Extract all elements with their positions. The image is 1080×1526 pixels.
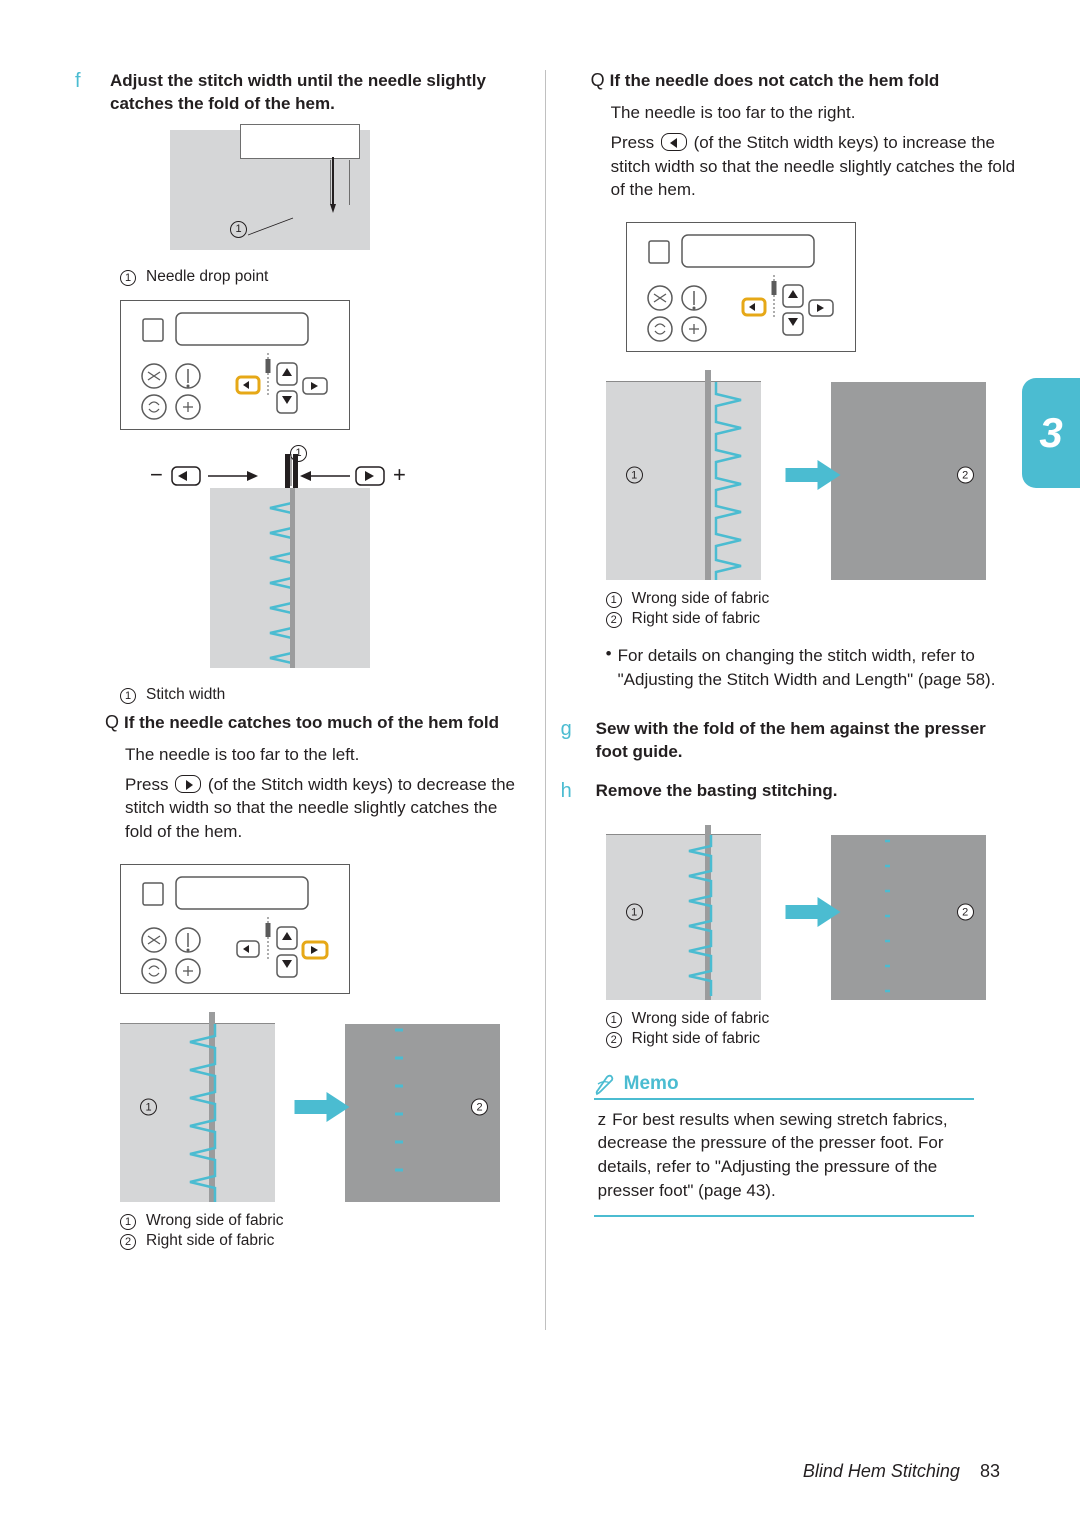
caption-needle-drop: 1 Needle drop point — [120, 268, 525, 286]
bullet-icon: • — [606, 644, 612, 692]
footer-page: 83 — [980, 1461, 1000, 1481]
figure-needle-drop: 1 — [170, 130, 525, 250]
memo-body: zFor best results when sewing stretch fa… — [594, 1100, 974, 1217]
step-h-text: Remove the basting stitching. — [596, 780, 1020, 803]
chapter-number: 3 — [1039, 409, 1062, 457]
arrow-icon — [785, 460, 840, 490]
qa-prefix: Q — [105, 712, 119, 735]
caption-wrong-side-r2: 1 Wrong side of fabric — [606, 1010, 1020, 1028]
arrow-icon — [785, 897, 840, 927]
chapter-tab: 3 — [1022, 378, 1080, 488]
step-marker-f: f — [75, 70, 81, 93]
qa-not-catch: Q If the needle does not catch the hem f… — [566, 70, 1020, 93]
bullet-details: • For details on changing the stitch wid… — [606, 644, 1020, 692]
arrow-icon — [295, 1092, 350, 1122]
qa2-line2: Press (of the Stitch width keys) to incr… — [611, 131, 1020, 202]
figure-lcd-panel — [120, 300, 525, 430]
memo-z-mark: z — [598, 1110, 607, 1129]
key-left-icon — [661, 133, 687, 151]
footer: Blind Hem Stitching 83 — [803, 1461, 1000, 1482]
caption-num-1: 1 — [120, 270, 136, 286]
figure-fabric-pair-r2: 1 2 — [606, 825, 1020, 1000]
qa-title: If the needle catches too much of the he… — [124, 712, 499, 735]
pencil-icon — [594, 1072, 618, 1096]
manual-page: f Adjust the stitch width until the need… — [0, 0, 1080, 1526]
caption-wrong-side-l: 1 Wrong side of fabric — [120, 1212, 525, 1230]
caption-right-side-r2: 2 Right side of fabric — [606, 1030, 1020, 1048]
step-marker-h: h — [561, 780, 572, 803]
qa-prefix: Q — [591, 70, 605, 93]
qa-too-much: Q If the needle catches too much of the … — [80, 712, 525, 735]
left-column: f Adjust the stitch width until the need… — [80, 70, 535, 1416]
caption-num-1b: 1 — [120, 688, 136, 704]
figure-stitch-width: − + 1 — [160, 448, 525, 668]
memo-box: Memo zFor best results when sewing stret… — [594, 1072, 974, 1217]
qa1-line1: The needle is too far to the left. — [125, 743, 525, 767]
right-column: Q If the needle does not catch the hem f… — [566, 70, 1020, 1416]
qa-title: If the needle does not catch the hem fol… — [610, 70, 940, 93]
step-g-text: Sew with the fold of the hem against the… — [596, 718, 1020, 764]
bullet-text: For details on changing the stitch width… — [618, 644, 1020, 692]
figure-fabric-pair-left: 1 2 — [120, 1012, 525, 1202]
svg-text:−: − — [150, 462, 163, 487]
qa2-line1: The needle is too far to the right. — [611, 101, 1020, 125]
figure-fabric-pair-r1: 1 2 — [606, 370, 1020, 580]
content-columns: f Adjust the stitch width until the need… — [80, 70, 1020, 1416]
footer-section: Blind Hem Stitching — [803, 1461, 960, 1481]
memo-text: For best results when sewing stretch fab… — [598, 1110, 948, 1200]
memo-title: Memo — [624, 1073, 679, 1095]
caption-label: Needle drop point — [146, 268, 268, 286]
step-marker-g: g — [561, 718, 572, 741]
column-divider — [545, 70, 546, 1330]
key-right-icon — [175, 775, 201, 793]
qa1-line2: Press (of the Stitch width keys) to decr… — [125, 773, 525, 844]
caption-label: Stitch width — [146, 686, 225, 704]
svg-text:+: + — [393, 462, 406, 487]
caption-right-side-l: 2 Right side of fabric — [120, 1232, 525, 1250]
caption-wrong-side-r1: 1 Wrong side of fabric — [606, 590, 1020, 608]
step-f-text: Adjust the stitch width until the needle… — [110, 70, 525, 116]
figure-lcd-panel-right — [626, 222, 1020, 352]
figure-lcd-panel-2 — [120, 864, 525, 994]
caption-stitch-width: 1 Stitch width — [120, 686, 525, 704]
caption-right-side-r1: 2 Right side of fabric — [606, 610, 1020, 628]
